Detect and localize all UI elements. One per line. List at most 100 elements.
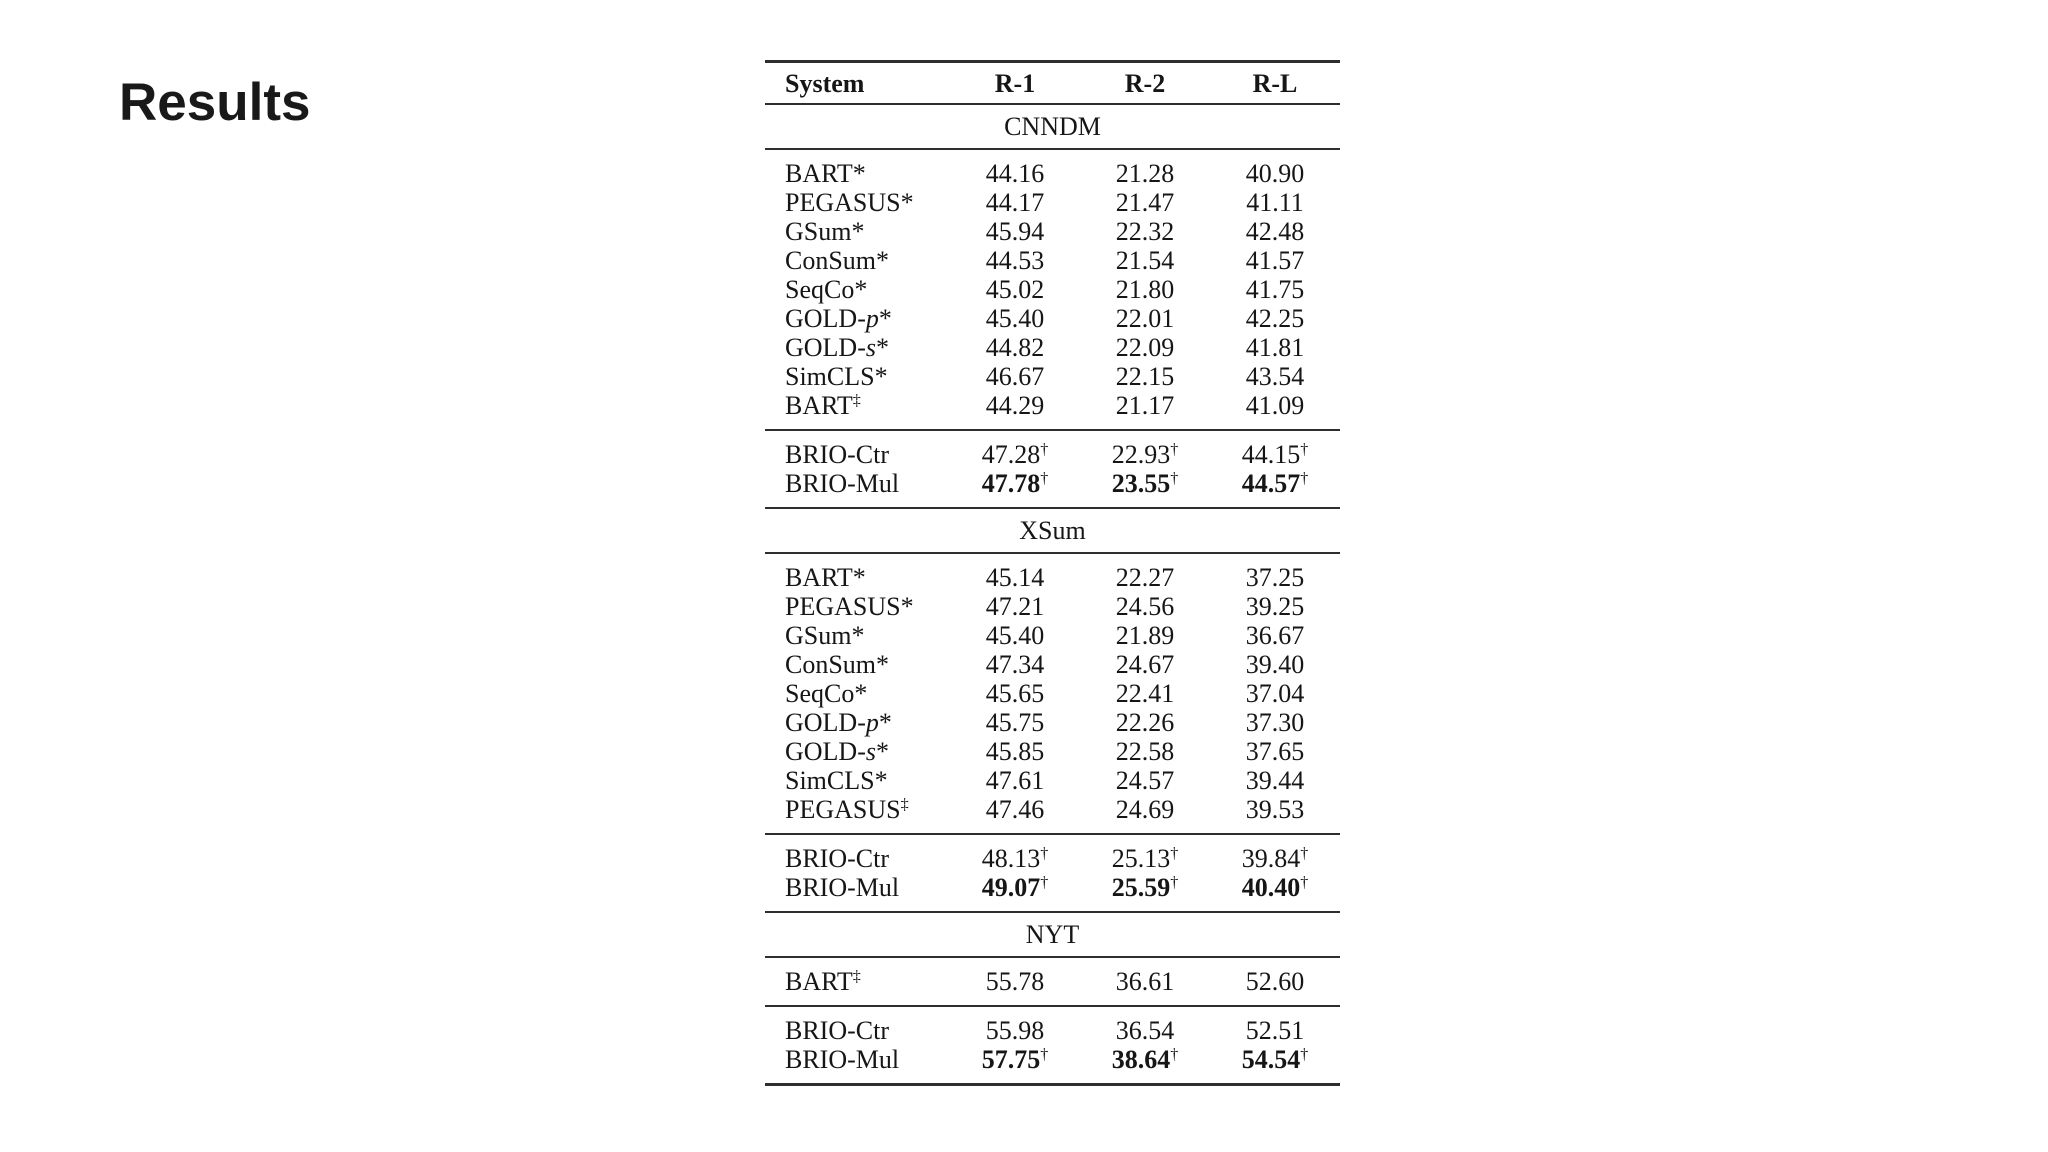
score-cell: 22.27 <box>1115 563 1175 592</box>
system-name-cell: GOLD-p* <box>785 304 892 333</box>
section-header-xsum: XSum <box>765 507 1340 554</box>
table-row: BART* 44.16 21.28 40.90 <box>765 159 1340 188</box>
table-row: BRIO-Mul 49.07† 25.59† 40.40† <box>765 873 1340 902</box>
score-cell: 36.54 <box>1115 1016 1175 1045</box>
score-cell: 44.15† <box>1241 440 1309 469</box>
score-cell: 24.67 <box>1115 650 1175 679</box>
results-table-body: CNNDM BART* 44.16 21.28 40.90 PEGASUS* 44.17 21… <box>765 105 1340 1083</box>
score-cell: 21.28 <box>1115 159 1175 188</box>
table-row: GOLD-p* 45.75 22.26 37.30 <box>765 708 1340 737</box>
dagger-marker: † <box>1300 470 1309 488</box>
table-header-row: System R-1 R-2 R-L <box>765 63 1340 105</box>
score-cell: 47.28† <box>981 440 1049 469</box>
score-cell: 40.40† <box>1241 873 1309 902</box>
score-cell: 49.07† <box>981 873 1049 902</box>
dagger-marker: † <box>1300 874 1309 892</box>
score-cell: 37.65 <box>1245 737 1305 766</box>
score-cell: 21.80 <box>1115 275 1175 304</box>
system-name-cell: PEGASUS‡ <box>785 795 909 824</box>
table-row-group: BART* 44.16 21.28 40.90 PEGASUS* 44.17 21.47 41… <box>765 150 1340 429</box>
system-name-italic: p <box>865 708 879 737</box>
score-cell: 41.75 <box>1245 275 1305 304</box>
system-name-cell: GOLD-p* <box>785 708 892 737</box>
table-row: SeqCo* 45.65 22.41 37.04 <box>765 679 1340 708</box>
table-row: BRIO-Ctr 48.13† 25.13† 39.84† <box>765 844 1340 873</box>
table-row: SimCLS* 47.61 24.57 39.44 <box>765 766 1340 795</box>
system-name-italic: p <box>865 304 879 333</box>
score-cell: 36.61 <box>1115 967 1175 996</box>
section-header-nyt: NYT <box>765 911 1340 958</box>
score-cell: 37.04 <box>1245 679 1305 708</box>
score-cell: 22.32 <box>1115 217 1175 246</box>
table-row: BART‡ 44.29 21.17 41.09 <box>765 391 1340 420</box>
score-cell: 23.55† <box>1111 469 1179 498</box>
score-cell: 44.17 <box>985 188 1045 217</box>
score-cell: 21.17 <box>1115 391 1175 420</box>
score-cell: 45.40 <box>985 621 1045 650</box>
dagger-marker: † <box>1040 1046 1049 1064</box>
score-cell: 47.21 <box>985 592 1045 621</box>
dagger-marker: † <box>1170 470 1179 488</box>
system-name-cell: SimCLS* <box>785 766 888 795</box>
dagger-marker: † <box>1300 1046 1309 1064</box>
score-cell: 39.25 <box>1245 592 1305 621</box>
system-name-marker: ‡ <box>900 796 909 814</box>
table-row: BRIO-Ctr 47.28† 22.93† 44.15† <box>765 440 1340 469</box>
score-cell: 39.40 <box>1245 650 1305 679</box>
score-cell: 36.67 <box>1245 621 1305 650</box>
score-cell: 47.34 <box>985 650 1045 679</box>
system-name-cell: BRIO-Ctr <box>785 1016 889 1045</box>
table-row: BART* 45.14 22.27 37.25 <box>765 563 1340 592</box>
score-cell: 21.47 <box>1115 188 1175 217</box>
dagger-marker: † <box>1300 441 1309 459</box>
score-cell: 45.75 <box>985 708 1045 737</box>
system-name-cell: BRIO-Mul <box>785 1045 900 1074</box>
score-cell: 25.13† <box>1111 844 1179 873</box>
system-name-marker: ‡ <box>852 392 861 410</box>
table-row: BART‡ 55.78 36.61 52.60 <box>765 967 1340 996</box>
score-cell: 41.09 <box>1245 391 1305 420</box>
table-row: PEGASUS* 44.17 21.47 41.11 <box>765 188 1340 217</box>
system-name-cell: BART* <box>785 159 866 188</box>
score-cell: 39.44 <box>1245 766 1305 795</box>
system-name-cell: GSum* <box>785 217 865 246</box>
score-cell: 24.57 <box>1115 766 1175 795</box>
table-row: BRIO-Mul 47.78† 23.55† 44.57† <box>765 469 1340 498</box>
score-cell: 25.59† <box>1111 873 1179 902</box>
score-cell: 37.25 <box>1245 563 1305 592</box>
system-name-cell: BART* <box>785 563 866 592</box>
column-header-r1: R-1 <box>994 69 1036 98</box>
system-name-cell: PEGASUS* <box>785 592 914 621</box>
score-cell: 45.14 <box>985 563 1045 592</box>
score-cell: 37.30 <box>1245 708 1305 737</box>
table-row: ConSum* 44.53 21.54 41.57 <box>765 246 1340 275</box>
score-cell: 41.57 <box>1245 246 1305 275</box>
score-cell: 46.67 <box>985 362 1045 391</box>
score-cell: 21.54 <box>1115 246 1175 275</box>
table-row: SeqCo* 45.02 21.80 41.75 <box>765 275 1340 304</box>
dagger-marker: † <box>1170 874 1179 892</box>
score-cell: 40.90 <box>1245 159 1305 188</box>
table-row: GOLD-s* 44.82 22.09 41.81 <box>765 333 1340 362</box>
column-header-rl: R-L <box>1252 69 1298 98</box>
score-cell: 54.54† <box>1241 1045 1309 1074</box>
table-row: GOLD-s* 45.85 22.58 37.65 <box>765 737 1340 766</box>
column-header-system: System <box>785 69 865 98</box>
score-cell: 45.40 <box>985 304 1045 333</box>
system-name-cell: GOLD-s* <box>785 737 889 766</box>
dagger-marker: † <box>1040 441 1049 459</box>
slide-title: Results <box>119 73 311 132</box>
score-cell: 43.54 <box>1245 362 1305 391</box>
system-name-marker: ‡ <box>852 968 861 986</box>
system-name-italic: s <box>865 333 876 362</box>
table-row-group: BRIO-Ctr 55.98 36.54 52.51 BRIO-Mul 57.75† 38.… <box>765 1005 1340 1083</box>
system-name-cell: GSum* <box>785 621 865 650</box>
dagger-marker: † <box>1170 1046 1179 1064</box>
table-row: ConSum* 47.34 24.67 39.40 <box>765 650 1340 679</box>
score-cell: 41.81 <box>1245 333 1305 362</box>
dagger-marker: † <box>1040 845 1049 863</box>
score-cell: 22.15 <box>1115 362 1175 391</box>
score-cell: 47.78† <box>981 469 1049 498</box>
score-cell: 42.25 <box>1245 304 1305 333</box>
